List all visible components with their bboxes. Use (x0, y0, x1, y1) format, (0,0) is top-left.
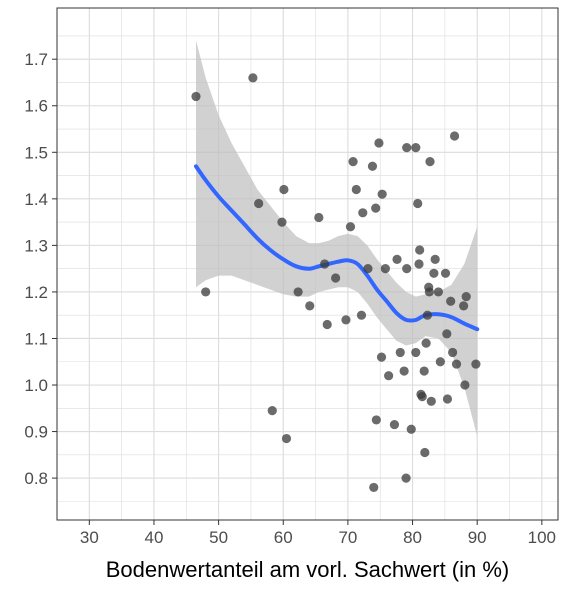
data-point (414, 259, 424, 269)
data-point (435, 357, 445, 367)
data-point (424, 287, 434, 297)
x-axis-title: Bodenwertanteil am vorl. Sachwert (in %) (106, 557, 510, 582)
data-point (356, 310, 367, 320)
y-tick-label: 1.4 (24, 190, 48, 209)
data-point (402, 264, 412, 274)
data-point (367, 161, 378, 171)
data-point (471, 359, 481, 369)
data-point (415, 245, 425, 255)
x-tick-label: 40 (145, 528, 164, 547)
data-point (440, 268, 451, 278)
data-point (341, 315, 351, 325)
data-point (191, 91, 201, 102)
data-point (442, 329, 452, 339)
data-point (429, 268, 439, 278)
data-point (459, 301, 469, 311)
y-tick-label: 1.6 (24, 97, 48, 116)
data-point (426, 396, 436, 406)
data-point (369, 482, 379, 493)
data-point (384, 371, 394, 381)
data-point (413, 198, 423, 209)
data-point (433, 287, 444, 297)
data-point (461, 291, 471, 302)
x-tick-label: 50 (209, 528, 228, 547)
data-point (371, 415, 381, 425)
data-point (322, 319, 332, 330)
data-point (376, 352, 387, 362)
data-point (277, 217, 287, 227)
y-tick-label: 1.2 (24, 283, 48, 302)
data-point (425, 157, 435, 167)
data-point (460, 380, 470, 390)
data-point (377, 189, 387, 199)
data-point (448, 347, 458, 358)
major-gridlines (57, 8, 558, 520)
data-point (380, 264, 390, 274)
confidence-band-layer (196, 40, 478, 437)
data-point (371, 203, 381, 213)
x-tick-label: 30 (80, 528, 99, 547)
data-point (254, 198, 264, 209)
data-point (363, 264, 373, 274)
data-point (449, 131, 460, 141)
panel-border (56, 7, 559, 521)
data-point (446, 296, 456, 306)
data-point (451, 359, 462, 369)
data-point (419, 366, 429, 376)
data-point (279, 184, 289, 195)
data-point (351, 184, 361, 195)
data-point (399, 366, 409, 376)
data-point (417, 392, 427, 402)
data-point (401, 473, 411, 483)
y-tick-label: 0.8 (24, 469, 48, 488)
y-tick-label: 1.7 (24, 50, 48, 69)
x-tick-label: 80 (403, 528, 422, 547)
y-tick-label: 1.0 (24, 376, 48, 395)
data-point (420, 447, 430, 458)
data-point (348, 157, 358, 167)
data-point (411, 347, 421, 358)
y-axis-ticks: 0.8 0.9 1.0 1.1 1.2 1.3 1.4 1.5 1.6 1.7 (24, 50, 57, 488)
data-point (389, 419, 400, 430)
data-point (320, 259, 330, 269)
y-tick-label: 1.3 (24, 236, 48, 255)
data-point (281, 433, 292, 444)
data-point (402, 143, 412, 153)
x-tick-label: 100 (528, 528, 556, 547)
data-point (267, 406, 277, 416)
data-point (293, 287, 303, 297)
data-point (331, 273, 341, 283)
data-point (411, 143, 421, 153)
data-point (421, 338, 431, 348)
data-point (395, 347, 405, 358)
data-point (392, 254, 402, 264)
x-tick-label: 90 (468, 528, 487, 547)
y-tick-label: 0.9 (24, 423, 48, 442)
data-point (201, 287, 211, 297)
y-tick-label: 1.5 (24, 143, 48, 162)
x-axis-ticks: 30 40 50 60 70 80 90 100 (80, 520, 556, 547)
data-point (374, 138, 384, 148)
x-tick-label: 60 (274, 528, 293, 547)
data-point (248, 73, 258, 83)
data-point (430, 254, 440, 264)
data-point (314, 212, 324, 223)
data-point (345, 222, 356, 232)
data-point (406, 424, 416, 434)
confidence-band (196, 40, 478, 437)
data-point (305, 301, 315, 311)
x-tick-label: 70 (338, 528, 357, 547)
data-point (442, 394, 453, 404)
data-points-layer (191, 73, 481, 493)
data-point (422, 310, 433, 320)
data-point (358, 208, 368, 218)
y-tick-label: 1.1 (24, 329, 48, 348)
